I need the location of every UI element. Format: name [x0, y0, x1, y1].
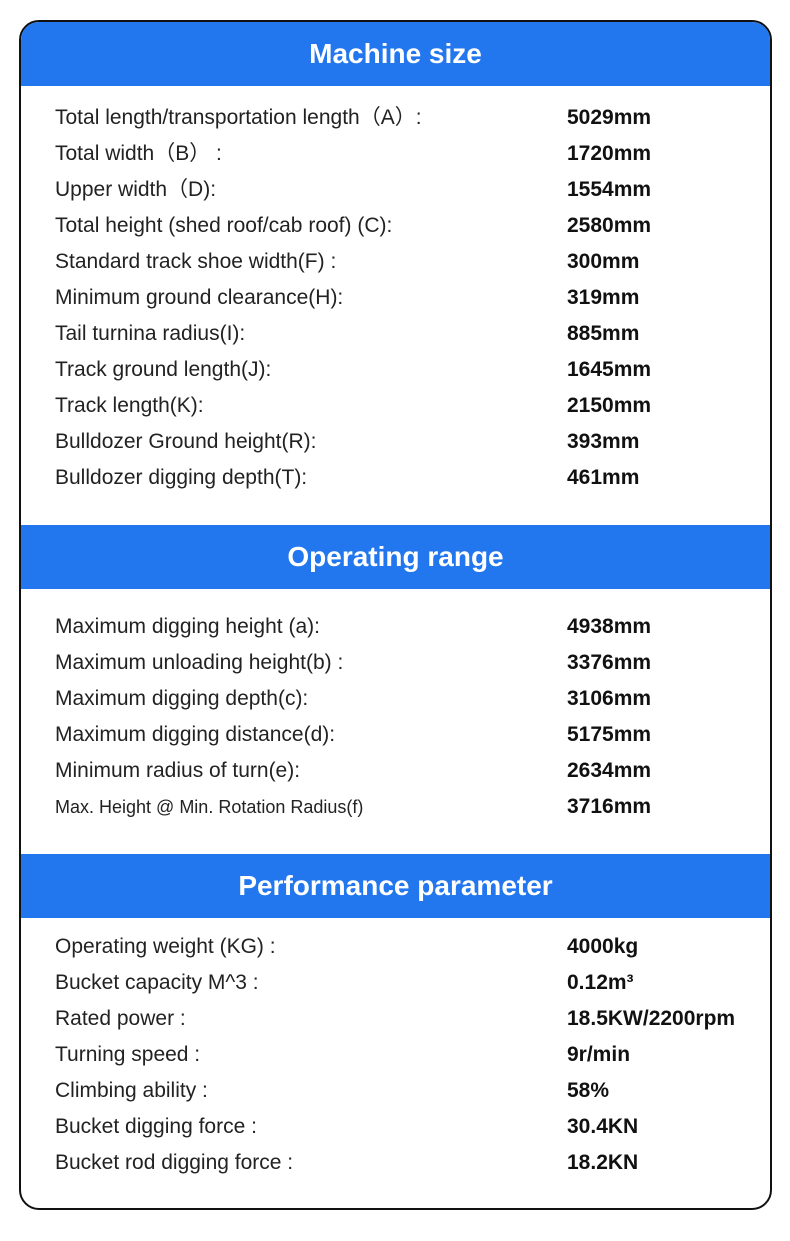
spec-row: Bucket rod digging force : 18.2KN [55, 1145, 770, 1181]
spec-label: Upper width（D): [55, 178, 217, 201]
spec-value: 1720mm [567, 142, 652, 165]
spec-row: Maximum digging depth(c): 3106mm [55, 681, 770, 717]
section-title: Performance parameter [21, 854, 770, 918]
spec-value: 18.5KW/2200rpm [567, 1007, 736, 1030]
spec-value: 18.2KN [567, 1151, 639, 1174]
spec-row: Track ground length(J): 1645mm [55, 352, 770, 388]
spec-value: 9r/min [567, 1043, 631, 1066]
spec-label: Maximum unloading height(b) : [55, 651, 344, 674]
spec-label: Max. Height @ Min. Rotation Radius(f) [55, 797, 364, 817]
spec-value: 393mm [567, 430, 640, 453]
spec-value: 3106mm [567, 687, 652, 710]
spec-row: Bulldozer digging depth(T): 461mm [55, 460, 770, 496]
spec-card: Machine size Total length/transportation … [19, 20, 772, 1210]
spec-label: Operating weight (KG) : [55, 935, 276, 958]
spec-label: Climbing ability : [55, 1079, 208, 1102]
spec-label: Total length/transportation length（A）: [55, 106, 422, 129]
spec-label: Maximum digging depth(c): [55, 687, 309, 710]
spec-row: Climbing ability : 58% [55, 1073, 770, 1109]
spec-row: Tail turnina radius(I): 885mm [55, 316, 770, 352]
spec-value: 319mm [567, 286, 640, 309]
spec-row: Minimum ground clearance(H): 319mm [55, 280, 770, 316]
spec-value: 300mm [567, 250, 640, 273]
section-title: Operating range [21, 525, 770, 589]
spec-row: Max. Height @ Min. Rotation Radius(f) 371… [55, 789, 770, 825]
spec-row: Minimum radius of turn(e): 2634mm [55, 753, 770, 789]
section-title: Machine size [21, 22, 770, 86]
spec-label: Total width（B） : [55, 142, 222, 165]
spec-row: Operating weight (KG) : 4000kg [55, 929, 770, 965]
spec-label: Bucket digging force : [55, 1115, 257, 1138]
spec-value: 3716mm [567, 795, 652, 818]
spec-row: Maximum digging distance(d): 5175mm [55, 717, 770, 753]
spec-label: Maximum digging height (a): [55, 615, 320, 638]
spec-label: Track length(K): [55, 394, 204, 417]
spec-value: 4000kg [567, 935, 639, 958]
spec-label: Bucket rod digging force : [55, 1151, 294, 1174]
spec-label: Bulldozer Ground height(R): [55, 430, 317, 453]
spec-section: Performance parameter Operating weight (K… [21, 854, 770, 1181]
spec-value: 2150mm [567, 394, 652, 417]
spec-label: Minimum radius of turn(e): [55, 759, 301, 782]
spec-label: Tail turnina radius(I): [55, 322, 246, 345]
spec-label: Maximum digging distance(d): [55, 723, 336, 746]
spec-value: 1554mm [567, 178, 652, 201]
spec-label: Rated power : [55, 1007, 186, 1030]
spec-row: Total height (shed roof/cab roof) (C): 25… [55, 208, 770, 244]
spec-row: Total width（B） : 1720mm [55, 136, 770, 172]
spec-row: Bulldozer Ground height(R): 393mm [55, 424, 770, 460]
spec-value: 5029mm [567, 106, 652, 129]
spec-value: 3376mm [567, 651, 652, 674]
spec-value: 2634mm [567, 759, 652, 782]
spec-row: Track length(K): 2150mm [55, 388, 770, 424]
spec-section: Machine size Total length/transportation … [21, 22, 770, 525]
spec-value: 4938mm [567, 615, 652, 638]
spec-row: Bucket capacity M^3 : 0.12m³ [55, 965, 770, 1001]
spec-label: Standard track shoe width(F) : [55, 250, 337, 273]
spec-value: 0.12m³ [567, 971, 634, 994]
spec-label: Track ground length(J): [55, 358, 272, 381]
spec-row: Upper width（D): 1554mm [55, 172, 770, 208]
spec-label: Bucket capacity M^3 : [55, 971, 259, 994]
spec-value: 1645mm [567, 358, 652, 381]
spec-label: Total height (shed roof/cab roof) (C): [55, 214, 393, 237]
spec-row: Standard track shoe width(F) : 300mm [55, 244, 770, 280]
spec-row: Bucket digging force : 30.4KN [55, 1109, 770, 1145]
spec-value: 30.4KN [567, 1115, 639, 1138]
spec-row: Total length/transportation length（A）: 50… [55, 100, 770, 136]
spec-label: Bulldozer digging depth(T): [55, 466, 308, 489]
spec-row: Maximum unloading height(b) : 3376mm [55, 645, 770, 681]
spec-value: 2580mm [567, 214, 652, 237]
spec-label: Minimum ground clearance(H): [55, 286, 344, 309]
spec-value: 885mm [567, 322, 640, 345]
spec-section: Operating range Maximum digging height (a… [21, 525, 770, 854]
spec-value: 5175mm [567, 723, 652, 746]
spec-row: Turning speed : 9r/min [55, 1037, 770, 1073]
spec-label: Turning speed : [55, 1043, 201, 1066]
spec-value: 58% [567, 1079, 610, 1102]
spec-value: 461mm [567, 466, 640, 489]
spec-row: Rated power : 18.5KW/2200rpm [55, 1001, 770, 1037]
spec-row: Maximum digging height (a): 4938mm [55, 609, 770, 645]
